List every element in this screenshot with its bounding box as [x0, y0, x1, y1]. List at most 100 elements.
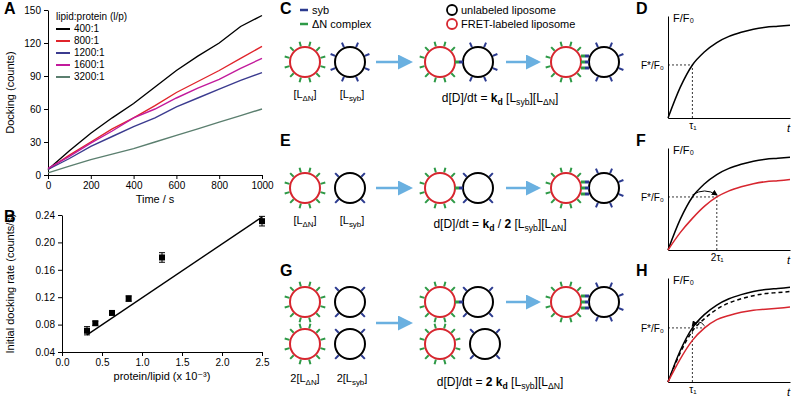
tick: 0.24	[36, 210, 62, 221]
fret-liposome	[285, 168, 326, 209]
x-axis: τ₁	[669, 382, 791, 395]
dn-complex	[420, 339, 425, 340]
tick: 0.20	[36, 237, 62, 248]
concentration-label: [Lsyb]	[340, 214, 365, 229]
dn-complex	[309, 359, 310, 364]
tick-label: 0.24	[36, 210, 56, 221]
dn-complex	[551, 73, 555, 77]
membrane	[290, 287, 320, 317]
syb	[335, 199, 339, 203]
rate-equation: d[D]/dt = kd [Lsyb][LΔN]	[442, 91, 558, 107]
dn-complex	[570, 203, 571, 208]
dn-complex	[309, 317, 310, 322]
syb	[331, 54, 336, 56]
text-run: ΔN	[548, 381, 560, 391]
dn-complex	[577, 47, 581, 51]
membrane	[589, 287, 619, 317]
dn-complex	[581, 193, 585, 196]
axis-line	[669, 382, 791, 383]
tick-mark	[134, 175, 135, 179]
tick-mark	[58, 270, 62, 271]
text-run: ]	[317, 372, 320, 384]
scheme-1: E[LΔN][Lsyb]d[D]/dt = kd / 2 [Lsyb][LΔN]	[280, 132, 623, 233]
legend-swatch	[447, 5, 457, 15]
tick-mark	[58, 297, 62, 298]
tick-label: 120	[24, 38, 41, 49]
dn-complex	[316, 313, 320, 317]
syb	[596, 317, 598, 322]
y-axis: F*/F₀	[641, 17, 669, 119]
y-axis: 0306090120150	[24, 5, 48, 181]
fret-liposome	[420, 168, 455, 209]
y-axis: 0.040.080.120.160.200.24	[36, 210, 63, 358]
tick-label: 1000	[251, 180, 274, 191]
text-run: [L	[503, 91, 517, 105]
text-run: ]	[361, 88, 364, 100]
syb	[496, 329, 500, 333]
dn-complex	[444, 324, 445, 329]
panel-4: Hτ₁F*/F₀F/F₀t	[636, 262, 791, 398]
membrane	[290, 329, 320, 359]
docked-pair	[420, 282, 493, 323]
text-run: d[D]/dt =	[437, 375, 486, 389]
panel-label: D	[636, 0, 648, 17]
membrane	[335, 47, 365, 77]
dn-complex	[451, 329, 455, 333]
dn-complex	[435, 77, 436, 82]
dn-complex	[451, 73, 455, 77]
dn-complex	[546, 183, 551, 184]
syb	[463, 173, 467, 177]
dn-complex	[444, 359, 445, 364]
syb	[463, 199, 467, 203]
legend-label: 3200:1	[74, 71, 105, 82]
figure: A020040060080010000306090120150Time / sD…	[0, 0, 802, 400]
dn-complex	[285, 57, 290, 58]
text-run: ]	[361, 214, 364, 226]
y-axis-title: F/F₀	[673, 144, 694, 156]
tick: 120	[24, 38, 48, 49]
tick: 90	[30, 71, 48, 82]
text-run: ΔN	[303, 220, 314, 229]
step-arrow	[376, 61, 410, 64]
dn-complex	[546, 57, 551, 58]
syb	[585, 295, 589, 298]
tick-label: 0.12	[36, 292, 56, 303]
syb	[496, 355, 500, 359]
dn-complex	[444, 282, 445, 287]
tick-mark	[58, 242, 62, 243]
series-line	[668, 292, 790, 382]
syb	[484, 43, 486, 48]
legend-swatch	[56, 64, 70, 66]
tick: τ₁	[689, 382, 697, 395]
dn-complex	[300, 282, 301, 287]
syb	[470, 77, 472, 82]
tick-label: 200	[83, 180, 100, 191]
tick-mark	[58, 325, 62, 326]
panel-3: F2τ₁F*/F₀F/F₀t	[636, 132, 791, 266]
dn-complex	[285, 297, 290, 298]
dn-complex	[290, 313, 294, 317]
tick-label: F*/F₀	[641, 60, 664, 71]
dn-complex	[561, 42, 562, 47]
tick-label: 0.16	[36, 265, 56, 276]
tick: 0.0	[56, 352, 70, 368]
tick-mark	[48, 175, 49, 179]
unlabeled-liposome	[335, 329, 365, 359]
text-run: 2[L	[337, 372, 352, 384]
syb	[489, 199, 493, 203]
docked-pair	[546, 42, 624, 83]
syb	[335, 355, 339, 359]
panel-label: F	[636, 132, 646, 149]
series-line	[48, 73, 262, 170]
panel-1: B0.00.51.01.52.02.50.040.080.120.160.200…	[4, 208, 270, 382]
dn-complex	[316, 47, 320, 51]
plot-area	[668, 287, 790, 382]
point	[92, 320, 98, 326]
series-line	[668, 157, 790, 250]
syb	[335, 329, 339, 333]
syb	[489, 287, 493, 291]
dn-complex	[444, 42, 445, 47]
dn-complex	[420, 57, 425, 58]
text-run: ΔN	[303, 94, 314, 103]
text-run: ΔN	[551, 223, 563, 233]
